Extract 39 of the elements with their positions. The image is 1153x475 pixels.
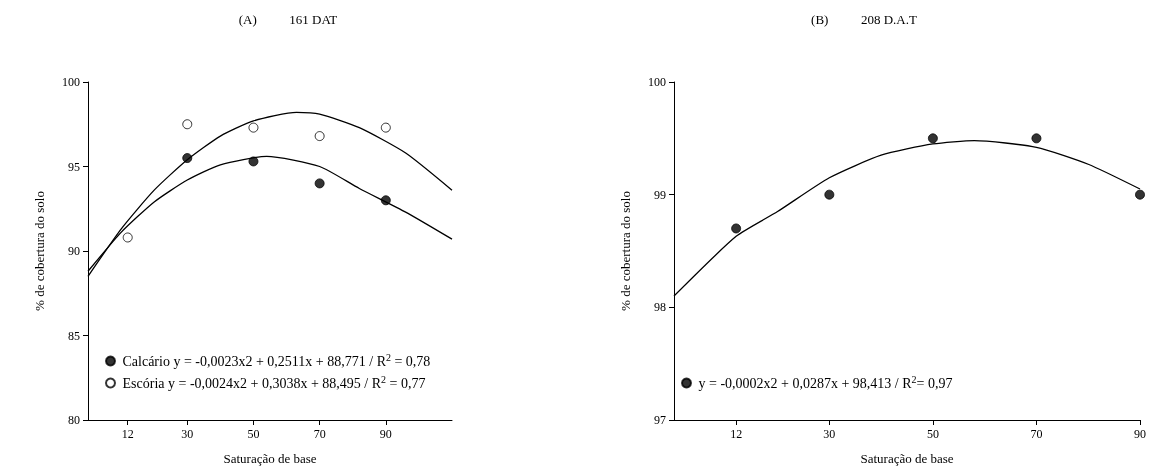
point (824, 189, 835, 200)
x-tick-label: 70 (1030, 427, 1043, 441)
x-tick-label: 30 (181, 427, 194, 441)
y-tick-label: 95 (68, 159, 80, 174)
y-tick-label: 99 (654, 187, 666, 202)
y-tick-label: 98 (654, 300, 666, 315)
point (1031, 133, 1042, 144)
point (182, 153, 193, 164)
y-tick-label: 100 (648, 75, 666, 89)
point (380, 195, 391, 206)
point (182, 119, 193, 130)
y-tick-label: 97 (654, 413, 666, 427)
x-tick-label: 50 (926, 427, 939, 441)
point (314, 178, 325, 189)
point (122, 232, 133, 243)
point (248, 156, 259, 167)
x-tick-label: 70 (313, 427, 326, 441)
chart-title: (A) 161 DAT (238, 12, 338, 27)
y-axis-title: % de cobertura do solo (618, 191, 633, 311)
y-tick-label: 100 (62, 75, 80, 89)
x-axis-title: Saturação de base (223, 451, 317, 466)
point (380, 122, 391, 133)
y-tick-label: 90 (68, 244, 80, 258)
x-tick-label: 12 (121, 427, 134, 441)
y-tick-label: 85 (68, 328, 80, 343)
point (731, 223, 742, 234)
point (1135, 189, 1145, 200)
x-tick-label: 90 (379, 427, 392, 441)
point (314, 131, 325, 142)
point (927, 133, 938, 144)
x-tick-label: 30 (823, 427, 836, 441)
x-tick-label: 50 (247, 427, 260, 441)
point (248, 122, 259, 133)
x-tick-label: 12 (730, 427, 743, 441)
x-axis-title: Saturação de base (860, 451, 954, 466)
x-tick-label: 90 (1134, 427, 1146, 441)
y-tick-label: 80 (68, 413, 80, 427)
chart-title: (B) 208 D.A.T (811, 12, 917, 27)
y-axis-title: % de cobertura do solo (32, 191, 47, 311)
